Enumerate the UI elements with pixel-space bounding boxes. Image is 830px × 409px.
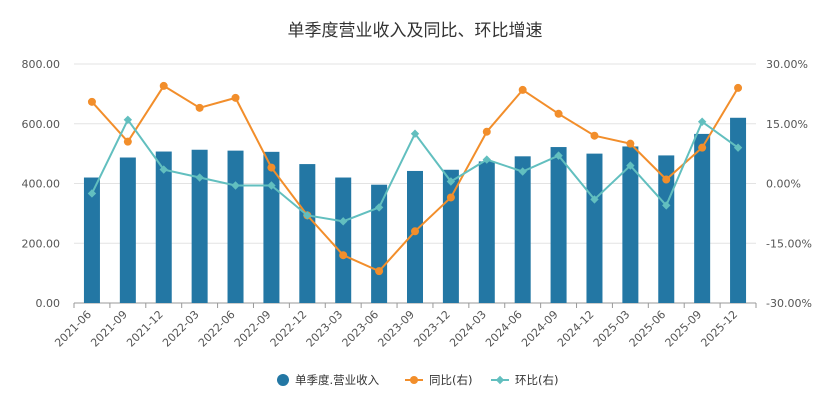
x-axis-tick-label: 2023-03 (304, 308, 346, 350)
x-axis-tick-label: 2025-12 (698, 308, 740, 350)
x-axis-tick-label: 2022-03 (160, 308, 202, 350)
revenue-bar[interactable] (658, 155, 675, 303)
revenue-bar[interactable] (191, 149, 208, 303)
qoq-point[interactable] (662, 201, 671, 210)
x-axis-tick-label: 2023-12 (411, 308, 453, 350)
revenue-bar[interactable] (155, 151, 172, 303)
yoy-point[interactable] (195, 103, 204, 112)
qoq-point[interactable] (195, 173, 204, 182)
legend-label-yoy: 同比(右) (429, 373, 472, 387)
right-axis-tick-label: 15.00% (766, 118, 808, 131)
revenue-bar[interactable] (550, 147, 567, 303)
yoy-point[interactable] (339, 251, 348, 260)
x-axis-tick-label: 2024-06 (483, 308, 525, 350)
revenue-bar[interactable] (478, 161, 495, 303)
qoq-point[interactable] (231, 181, 240, 190)
revenue-bar[interactable] (119, 157, 136, 303)
x-axis-tick-label: 2024-03 (447, 308, 489, 350)
revenue-bar[interactable] (371, 184, 388, 303)
qoq-point[interactable] (123, 115, 133, 124)
qoq-point[interactable] (733, 143, 743, 152)
right-axis-tick-label: 0.00% (766, 178, 801, 191)
x-axis-tick-label: 2021-09 (88, 308, 130, 350)
revenue-bar[interactable] (730, 117, 747, 304)
yoy-point[interactable] (87, 97, 96, 106)
revenue-bar[interactable] (335, 177, 352, 303)
revenue-bar[interactable] (694, 133, 711, 303)
left-axis-tick-label: 200.00 (22, 237, 61, 250)
qoq-point[interactable] (159, 165, 168, 174)
qoq-point[interactable] (374, 203, 384, 212)
x-axis-tick-label: 2021-06 (52, 308, 94, 350)
revenue-bar[interactable] (299, 164, 316, 303)
left-axis-tick-label: 600.00 (22, 118, 61, 131)
qoq-point[interactable] (626, 161, 635, 170)
revenue-bar[interactable] (442, 169, 459, 303)
qoq-point[interactable] (410, 129, 420, 138)
left-axis-tick-label: 400.00 (22, 178, 61, 191)
qoq-point[interactable] (697, 117, 707, 126)
yoy-point[interactable] (411, 227, 419, 236)
qoq-point[interactable] (267, 181, 276, 190)
yoy-point[interactable] (626, 139, 635, 148)
right-axis-tick-label: -15.00% (766, 237, 812, 250)
legend-label-revenue: 单季度.营业收入 (295, 373, 380, 387)
x-axis-tick-label: 2024-12 (555, 308, 597, 350)
revenue-bar[interactable] (407, 170, 423, 303)
yoy-point[interactable] (554, 109, 563, 118)
yoy-point[interactable] (231, 93, 240, 102)
legend-marker-yoy (410, 376, 418, 384)
yoy-point[interactable] (159, 81, 168, 90)
qoq-point[interactable] (482, 155, 491, 164)
qoq-point[interactable] (303, 211, 312, 220)
yoy-point[interactable] (123, 137, 132, 146)
yoy-point[interactable] (518, 85, 527, 94)
revenue-bar[interactable] (622, 146, 639, 303)
x-axis-tick-label: 2025-03 (591, 308, 633, 350)
left-axis-tick-label: 800.00 (22, 58, 61, 71)
qoq-point[interactable] (446, 177, 456, 186)
yoy-point[interactable] (375, 267, 384, 276)
x-axis-tick-label: 2022-06 (196, 308, 238, 350)
yoy-point[interactable] (446, 193, 455, 202)
yoy-point[interactable] (698, 143, 707, 152)
x-axis-tick-label: 2025-09 (663, 308, 705, 350)
legend-label-qoq: 环比(右) (515, 373, 558, 387)
right-axis-tick-label: 30.00% (766, 58, 808, 71)
qoq-point[interactable] (554, 151, 563, 160)
left-axis-tick-label: 0.00 (36, 297, 61, 310)
legend-marker-qoq (495, 375, 505, 385)
yoy-point[interactable] (267, 163, 276, 172)
legend-marker-revenue (277, 374, 289, 386)
yoy-point[interactable] (662, 175, 671, 184)
chart-title: 单季度营业收入及同比、环比增速 (287, 21, 543, 41)
x-axis-tick-label: 2023-09 (375, 308, 417, 350)
qoq-point[interactable] (590, 195, 599, 204)
yoy-point[interactable] (482, 127, 491, 136)
x-axis-tick-label: 2022-12 (268, 308, 310, 350)
revenue-bar[interactable] (227, 150, 244, 303)
x-axis-tick-label: 2023-06 (340, 308, 382, 350)
qoq-point[interactable] (87, 189, 97, 198)
yoy-point[interactable] (590, 131, 599, 140)
x-axis-tick-label: 2022-09 (232, 308, 274, 350)
qoq-point[interactable] (518, 167, 527, 176)
yoy-point[interactable] (734, 83, 743, 92)
revenue-bar[interactable] (514, 156, 531, 303)
qoq-point[interactable] (339, 217, 348, 226)
x-axis-tick-label: 2025-06 (627, 308, 669, 350)
right-axis-tick-label: -30.00% (766, 297, 812, 310)
x-axis-tick-label: 2024-09 (519, 308, 561, 350)
revenue-bar[interactable] (586, 153, 603, 303)
revenue-bar[interactable] (83, 177, 100, 303)
x-axis-tick-label: 2021-12 (124, 308, 166, 350)
